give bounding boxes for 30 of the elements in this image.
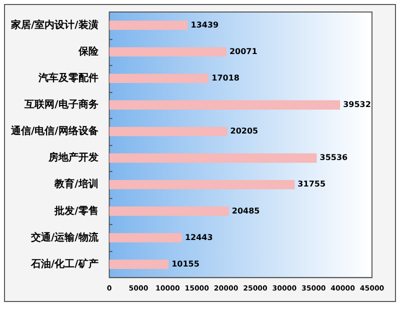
data-label: 20071	[229, 46, 258, 56]
data-label: 12443	[184, 232, 213, 242]
data-label: 10155	[172, 259, 200, 268]
y-tick-label: 批发/零售	[54, 204, 98, 217]
data-label: 20485	[232, 206, 260, 216]
bar	[109, 74, 209, 84]
data-label: 39532	[343, 100, 371, 110]
bar	[109, 20, 188, 30]
y-tick-label: 教育/培训	[54, 178, 98, 190]
data-label: 20205	[230, 126, 259, 136]
y-tick-label: 通信/电信/网络设备	[10, 125, 100, 138]
bar	[109, 260, 169, 269]
y-tick-label: 石油/化工/矿产	[30, 258, 98, 270]
y-tick-label: 汽车及零配件	[37, 72, 98, 84]
bar	[109, 206, 229, 216]
y-tick-label: 保险	[77, 45, 100, 58]
bar	[109, 180, 295, 190]
bar	[109, 47, 226, 56]
data-label: 35536	[320, 153, 348, 162]
y-tick-label: 互联网/电子商务	[24, 98, 98, 111]
bar	[109, 126, 228, 136]
y-tick-label: 交通/运输/物流	[30, 231, 100, 244]
y-tick-label: 房地产开发	[47, 152, 98, 164]
data-label: 31755	[298, 180, 326, 189]
y-tick-label: 家居/室内设计/装潢	[10, 18, 98, 31]
data-label: 13439	[190, 20, 220, 30]
bar	[109, 100, 340, 110]
bar	[109, 233, 182, 242]
bar	[109, 153, 317, 163]
data-label: 17018	[212, 73, 240, 82]
